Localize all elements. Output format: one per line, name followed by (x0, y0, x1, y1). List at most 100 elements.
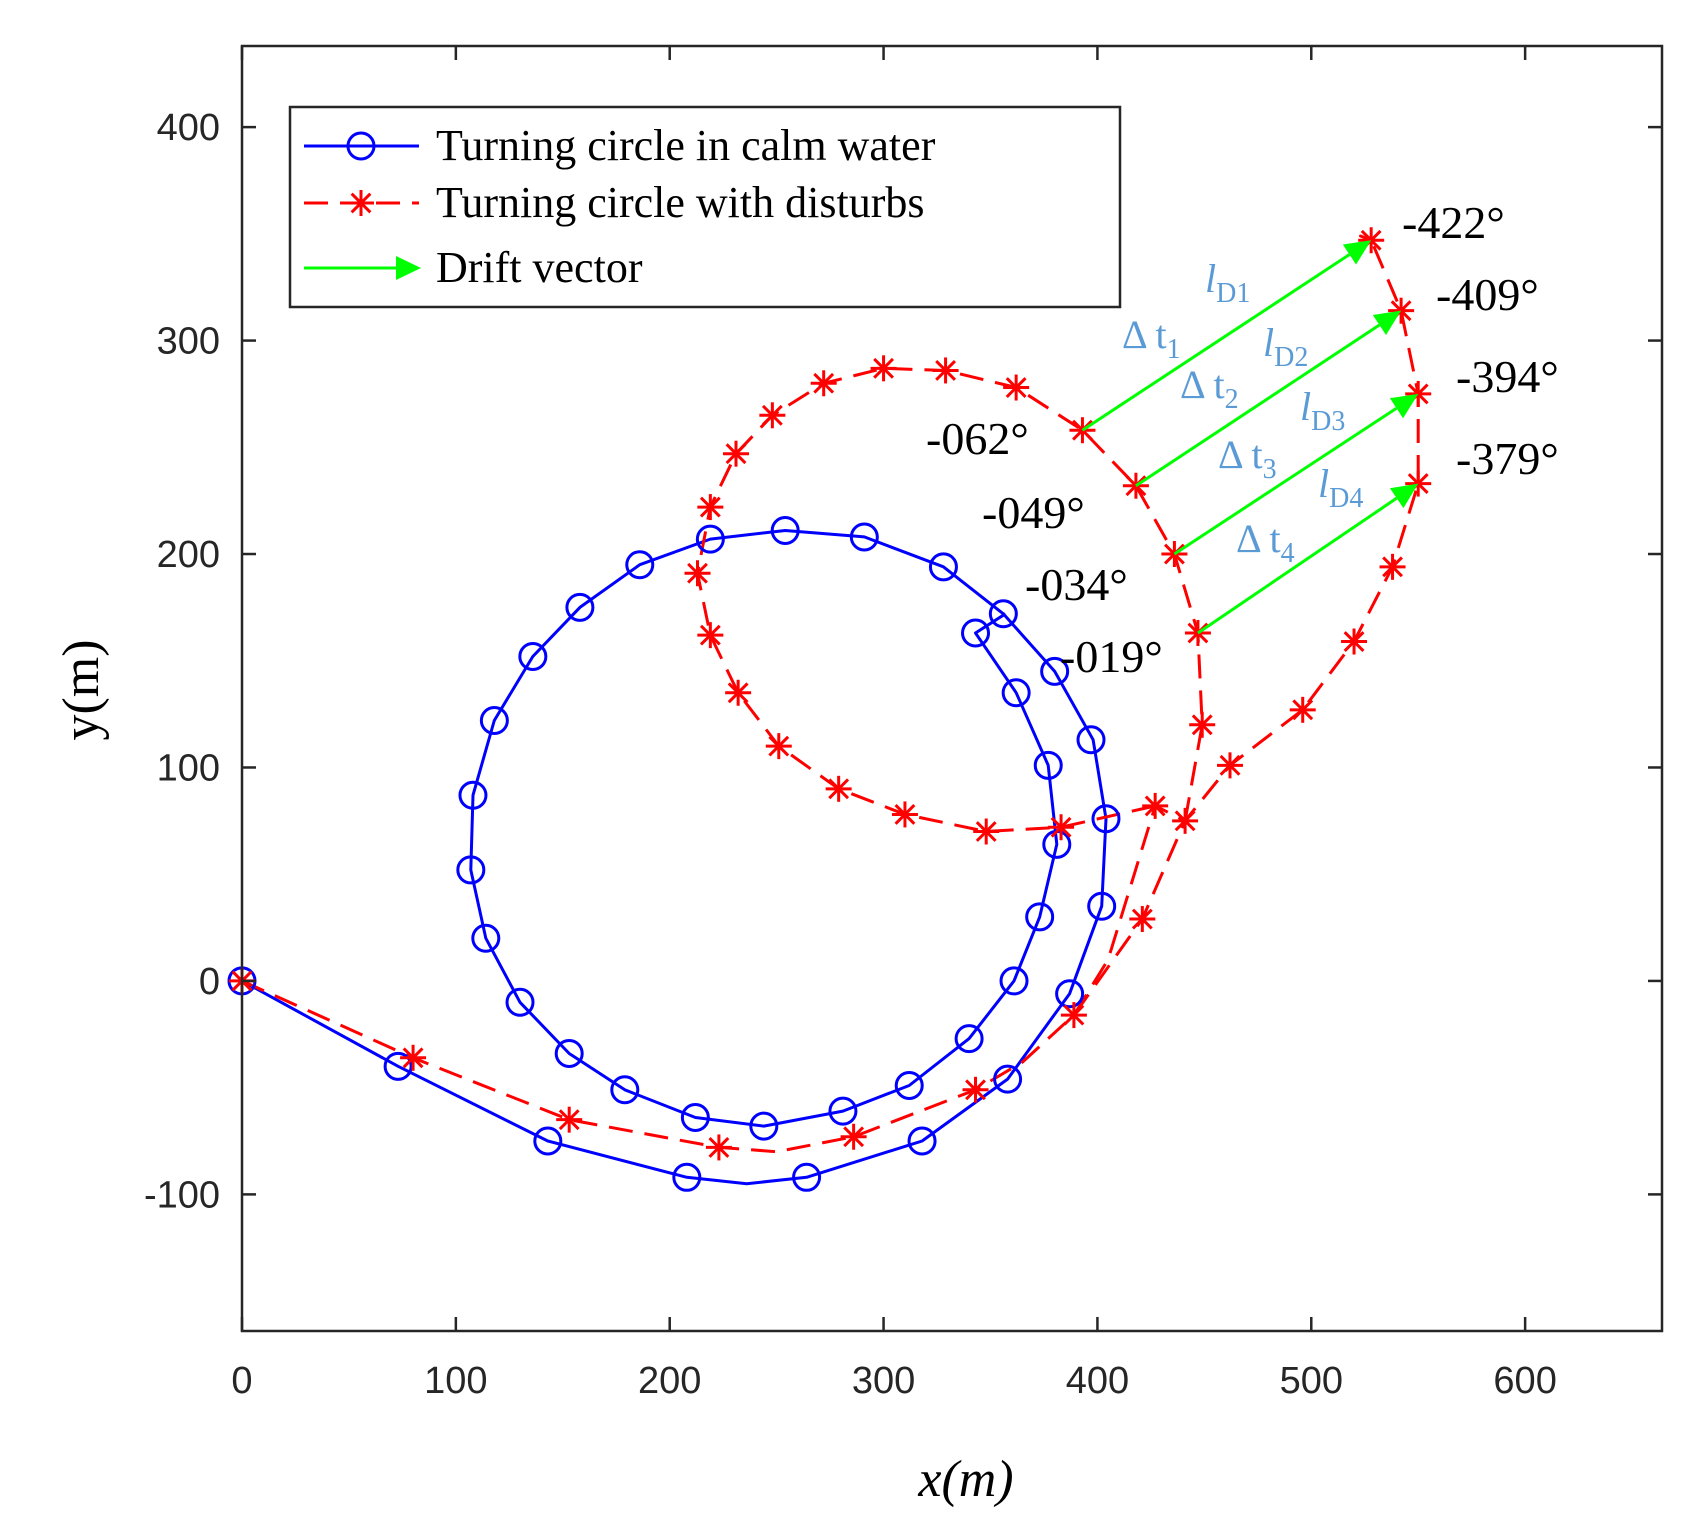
calm-water-marker (792, 1162, 822, 1192)
calm-water-marker (680, 1103, 710, 1133)
disturbed-marker (684, 560, 711, 587)
legend-drift-label: Drift vector (436, 243, 643, 292)
y-tick-label: 300 (157, 321, 220, 363)
drift-arrowhead-1 (1342, 240, 1372, 265)
time-interval-label-1: Δ t1 (1122, 312, 1181, 365)
x-tick-label: 100 (424, 1360, 487, 1402)
disturbed-marker (840, 1123, 867, 1150)
calm-water-marker (695, 524, 725, 554)
drift-vector-1 (1081, 253, 1351, 432)
x-tick-label: 500 (1280, 1360, 1343, 1402)
legend-asterisk-marker (348, 190, 374, 216)
calm-water-marker (894, 1071, 924, 1101)
calm-water-marker (993, 1064, 1023, 1094)
calm-water-marker (1087, 891, 1117, 921)
calm-water-marker (505, 987, 535, 1017)
time-interval-label-4: Δ t4 (1236, 516, 1295, 569)
disturbed-marker (1379, 553, 1406, 580)
calm-water-marker (770, 516, 800, 546)
disturbed-marker (723, 440, 750, 467)
disturbed-marker (1289, 696, 1316, 723)
calm-water-marker (1033, 750, 1063, 780)
angle-label-end-4: -379° (1456, 433, 1559, 484)
disturbed-marker (1341, 628, 1368, 655)
calm-water-marker (471, 923, 501, 953)
y-tick-label: 100 (157, 747, 220, 789)
legend-disturb-label: Turning circle with disturbs (436, 178, 924, 227)
legend: Turning circle in calm water Turning cir… (288, 105, 1122, 309)
calm-water-marker (383, 1051, 413, 1081)
calm-water-marker (828, 1096, 858, 1126)
calm-water-marker (1040, 656, 1070, 686)
legend-asterisk-glyph (348, 190, 374, 216)
drift-vector-2 (1135, 323, 1381, 487)
drift-arrowhead-4 (1389, 483, 1419, 509)
disturbed-marker (1060, 1002, 1087, 1029)
y-tick-label: 200 (157, 534, 220, 576)
x-tick-label: 0 (231, 1360, 252, 1402)
disturbed-marker (810, 370, 837, 397)
x-tick-label: 600 (1493, 1360, 1556, 1402)
calm-water-marker (625, 550, 655, 580)
drift-arrowhead-3 (1389, 393, 1419, 419)
time-interval-label-3: Δ t3 (1218, 432, 1277, 485)
angle-label-start-1: -062° (926, 413, 1029, 464)
calm-water-marker (479, 706, 509, 736)
calm-water-marker (907, 1126, 937, 1156)
calm-water-marker (1076, 725, 1106, 755)
calm-water-marker (1055, 979, 1085, 1009)
disturbed-marker (1003, 374, 1030, 401)
calm-water-marker (554, 1039, 584, 1069)
legend-calm-label: Turning circle in calm water (436, 121, 936, 170)
y-axis-title-text: y(m) (53, 639, 110, 740)
angle-label-start-2: -049° (982, 487, 1085, 538)
disturbed-marker (556, 1106, 583, 1133)
disturbed-marker (759, 402, 786, 429)
x-axis-title: x(m) (917, 1451, 1013, 1508)
disturbed-marker (1172, 807, 1199, 834)
disturbed-marker (697, 494, 724, 521)
disturbed-marker (870, 355, 897, 382)
calm-water-marker (672, 1162, 702, 1192)
disturbed-marker (1217, 752, 1244, 779)
angle-label-start-3: -034° (1025, 559, 1128, 610)
calm-water-marker (610, 1075, 640, 1105)
angle-label-end-1: -422° (1402, 197, 1505, 248)
angle-label-start-4: -019° (1060, 631, 1163, 682)
series-line-0 (241, 529, 1108, 1186)
disturbed-marker (697, 622, 724, 649)
legend-drift-arrowhead (396, 256, 421, 280)
disturbed-marker (400, 1044, 427, 1071)
legend-circle-marker (346, 131, 376, 161)
disturbed-marker (962, 1076, 989, 1103)
calm-water-marker (999, 966, 1029, 996)
drift-vectors (1081, 240, 1419, 635)
time-interval-label-2: Δ t2 (1180, 362, 1239, 415)
disturbed-marker (1048, 814, 1075, 841)
y-tick-label: -100 (144, 1174, 220, 1216)
angle-label-end-2: -409° (1436, 269, 1539, 320)
disturbed-marker (1129, 906, 1156, 933)
y-tick-label: 0 (199, 961, 220, 1003)
disturbed-marker (973, 818, 1000, 845)
disturbed-marker (891, 801, 918, 828)
x-tick-label: 400 (1066, 1360, 1129, 1402)
calm-water-marker (988, 599, 1018, 629)
x-tick-label: 300 (852, 1360, 915, 1402)
calm-water-marker (1025, 902, 1055, 932)
disturbed-marker (705, 1134, 732, 1161)
disturbed-marker (825, 775, 852, 802)
drift-length-label-3: lD3 (1300, 384, 1345, 437)
disturbed-marker (1142, 792, 1169, 819)
calm-water-marker (565, 592, 595, 622)
calm-water-marker (458, 780, 488, 810)
axes-box (240, 44, 1664, 1333)
calm-water-marker (533, 1126, 563, 1156)
drift-vector-3 (1173, 406, 1398, 556)
drift-length-label-1: lD1 (1205, 256, 1250, 309)
calm-water-marker (1091, 804, 1121, 834)
x-axis-title-text: x(m) (917, 1451, 1013, 1508)
drift-length-label-4: lD4 (1318, 461, 1363, 514)
calm-water-marker (961, 618, 991, 648)
calm-water-marker (928, 552, 958, 582)
